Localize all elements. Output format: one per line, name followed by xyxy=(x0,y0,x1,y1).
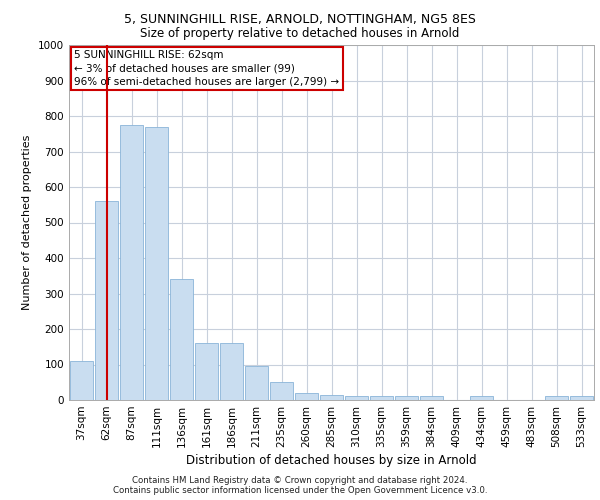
Bar xyxy=(220,343,244,400)
Bar xyxy=(569,396,593,400)
Text: 5 SUNNINGHILL RISE: 62sqm
← 3% of detached houses are smaller (99)
96% of semi-d: 5 SUNNINGHILL RISE: 62sqm ← 3% of detach… xyxy=(74,50,340,86)
Bar xyxy=(295,393,319,400)
Bar xyxy=(320,396,343,400)
Bar xyxy=(119,125,143,400)
Bar xyxy=(395,396,418,400)
Bar xyxy=(95,201,118,400)
Bar xyxy=(170,280,193,400)
Bar xyxy=(194,343,218,400)
Bar xyxy=(145,126,169,400)
Bar xyxy=(245,366,268,400)
Bar xyxy=(344,396,368,400)
Bar xyxy=(70,361,94,400)
Bar xyxy=(419,396,443,400)
Text: 5, SUNNINGHILL RISE, ARNOLD, NOTTINGHAM, NG5 8ES: 5, SUNNINGHILL RISE, ARNOLD, NOTTINGHAM,… xyxy=(124,12,476,26)
Bar xyxy=(370,396,394,400)
Y-axis label: Number of detached properties: Number of detached properties xyxy=(22,135,32,310)
Bar xyxy=(470,396,493,400)
Text: Size of property relative to detached houses in Arnold: Size of property relative to detached ho… xyxy=(140,28,460,40)
Text: Contains HM Land Registry data © Crown copyright and database right 2024.
Contai: Contains HM Land Registry data © Crown c… xyxy=(113,476,487,495)
Bar xyxy=(545,396,568,400)
Bar xyxy=(269,382,293,400)
X-axis label: Distribution of detached houses by size in Arnold: Distribution of detached houses by size … xyxy=(186,454,477,467)
